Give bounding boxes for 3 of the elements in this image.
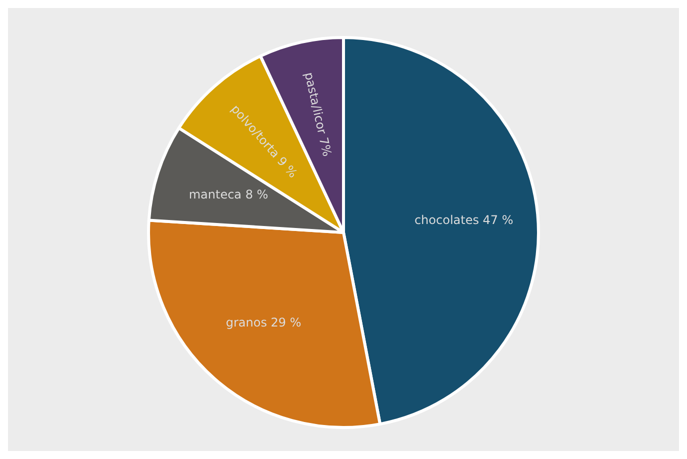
slice-label: manteca 8 % [188,187,268,202]
slice-label: chocolates 47 % [414,213,514,228]
slice-label: granos 29 % [226,315,302,330]
